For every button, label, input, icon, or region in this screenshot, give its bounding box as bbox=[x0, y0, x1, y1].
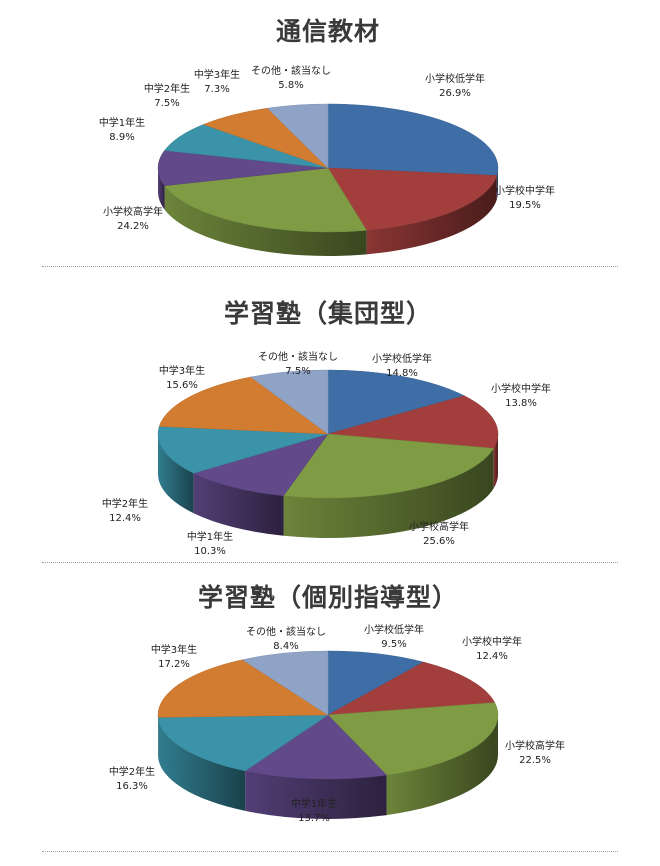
slice-value-lower-elementary: 14.8% bbox=[386, 368, 418, 379]
slice-value-jh-grade1: 13.7% bbox=[298, 813, 330, 824]
slice-label-lower-elementary: 小学校低学年 bbox=[425, 72, 485, 85]
chart-panel-1: 通信教材 小学校低学年 26.9% 小学校中学年 19.5% 小学校高学年 24.2% 中学… bbox=[0, 0, 660, 265]
pie-slice-upper-elementary bbox=[164, 167, 368, 233]
pie-slice-jh-grade3 bbox=[158, 376, 329, 435]
pie-side-upper-elementary bbox=[164, 185, 367, 256]
pie-sides bbox=[158, 715, 498, 819]
pie-slice-jh-grade2 bbox=[157, 714, 329, 772]
slice-label-middle-elementary: 小学校中学年 bbox=[495, 184, 555, 197]
pie-slice-middle-elementary bbox=[327, 661, 496, 716]
slice-value-other: 5.8% bbox=[278, 80, 303, 91]
pie-side-upper-elementary bbox=[283, 448, 494, 538]
slice-value-jh-grade3: 17.2% bbox=[158, 659, 190, 670]
slice-label-other: その他・該当なし bbox=[246, 625, 326, 638]
pie-side-jh-grade2 bbox=[158, 717, 246, 811]
pie-sides bbox=[158, 434, 498, 538]
chart-title: 学習塾（個別指導型） bbox=[198, 583, 458, 612]
slice-value-jh-grade3: 15.6% bbox=[166, 380, 198, 391]
slice-value-upper-elementary: 24.2% bbox=[117, 221, 149, 232]
pie-side-jh-grade1 bbox=[158, 168, 165, 210]
pie-side-upper-elementary bbox=[386, 715, 498, 816]
pie-slice-other bbox=[266, 103, 329, 169]
pie-slice-jh-grade1 bbox=[244, 714, 388, 780]
pie-slice-lower-elementary bbox=[327, 650, 425, 716]
divider bbox=[42, 851, 618, 852]
pie-side-middle-elementary bbox=[366, 175, 497, 255]
slice-label-jh-grade3: 中学3年生 bbox=[159, 364, 205, 377]
slice-label-other: その他・該当なし bbox=[251, 64, 331, 77]
pie-slice-lower-elementary bbox=[327, 103, 499, 176]
pie-slice-jh-grade3 bbox=[157, 659, 329, 718]
slice-value-other: 8.4% bbox=[273, 641, 298, 652]
slice-value-middle-elementary: 12.4% bbox=[476, 651, 508, 662]
pie-slice-middle-elementary bbox=[327, 395, 499, 449]
slice-label-jh-grade2: 中学2年生 bbox=[102, 497, 148, 510]
pie-side-jh-grade1 bbox=[245, 770, 387, 819]
slice-value-upper-elementary: 22.5% bbox=[519, 755, 551, 766]
slice-label-jh-grade3: 中学3年生 bbox=[151, 643, 197, 656]
slice-value-jh-grade1: 10.3% bbox=[194, 546, 226, 557]
slice-value-jh-grade1: 8.9% bbox=[109, 132, 134, 143]
chart-title: 学習塾（集団型） bbox=[224, 299, 432, 328]
slice-value-other: 7.5% bbox=[285, 366, 310, 377]
slice-value-lower-elementary: 26.9% bbox=[439, 88, 471, 99]
pie-chart-3: 学習塾（個別指導型） 小学校低学年 9.5% 小学校中学年 12.4% 小学校高学年 22… bbox=[109, 583, 565, 824]
slice-label-upper-elementary: 小学校高学年 bbox=[409, 520, 469, 533]
slice-label-lower-elementary: 小学校低学年 bbox=[372, 352, 432, 365]
slice-label-jh-grade3: 中学3年生 bbox=[194, 68, 240, 81]
pie-top bbox=[157, 650, 499, 780]
pie-slice-upper-elementary bbox=[327, 702, 499, 776]
slice-label-jh-grade1: 中学1年生 bbox=[187, 530, 233, 543]
pie-side-jh-grade2 bbox=[158, 434, 194, 514]
pie-chart-1: 通信教材 小学校低学年 26.9% 小学校中学年 19.5% 小学校高学年 24.2% 中学… bbox=[99, 17, 555, 256]
slice-label-jh-grade2: 中学2年生 bbox=[144, 82, 190, 95]
slice-label-jh-grade1: 中学1年生 bbox=[99, 116, 145, 129]
pie-slice-middle-elementary bbox=[327, 167, 498, 231]
chart-panel-3: 学習塾（個別指導型） 小学校低学年 9.5% 小学校中学年 12.4% 小学校高学年 22… bbox=[0, 573, 660, 855]
slice-label-jh-grade2: 中学2年生 bbox=[109, 765, 155, 778]
pie-slice-upper-elementary bbox=[283, 433, 495, 499]
slice-value-jh-grade3: 7.3% bbox=[204, 84, 229, 95]
slice-value-jh-grade2: 16.3% bbox=[116, 781, 148, 792]
slice-value-jh-grade2: 7.5% bbox=[154, 98, 179, 109]
slice-value-jh-grade2: 12.4% bbox=[109, 513, 141, 524]
pie-slice-jh-grade1 bbox=[157, 150, 329, 187]
pie-chart-2: 学習塾（集団型） 小学校低学年 14.8% 小学校中学年 13.8% 小学校高学年 25.… bbox=[102, 299, 551, 557]
pie-top bbox=[157, 103, 499, 233]
slice-label-jh-grade1: 中学1年生 bbox=[291, 797, 337, 810]
slice-label-lower-elementary: 小学校低学年 bbox=[364, 623, 424, 636]
slice-label-upper-elementary: 小学校高学年 bbox=[103, 205, 163, 218]
pie-side-jh-grade1 bbox=[193, 473, 284, 536]
slice-value-middle-elementary: 13.8% bbox=[505, 398, 537, 409]
pie-slice-jh-grade2 bbox=[157, 426, 329, 474]
chart-title: 通信教材 bbox=[276, 17, 380, 46]
slice-label-middle-elementary: 小学校中学年 bbox=[491, 382, 551, 395]
pie-slice-other bbox=[241, 650, 329, 716]
slice-label-other: その他・該当なし bbox=[258, 350, 338, 363]
pie-slice-other bbox=[250, 369, 329, 435]
pie-sides bbox=[158, 168, 499, 256]
chart-panel-2: 学習塾（集団型） 小学校低学年 14.8% 小学校中学年 13.8% 小学校高学年 25.… bbox=[0, 282, 660, 562]
slice-label-middle-elementary: 小学校中学年 bbox=[462, 635, 522, 648]
slice-label-upper-elementary: 小学校高学年 bbox=[505, 739, 565, 752]
divider bbox=[42, 266, 618, 267]
slice-value-middle-elementary: 19.5% bbox=[509, 200, 541, 211]
slice-value-lower-elementary: 9.5% bbox=[381, 639, 406, 650]
pie-side-middle-elementary bbox=[493, 434, 498, 489]
pie-slice-jh-grade1 bbox=[192, 433, 329, 497]
pie-top bbox=[157, 369, 499, 499]
pie-side-lower-elementary bbox=[496, 168, 499, 200]
pie-slice-lower-elementary bbox=[327, 369, 465, 435]
divider bbox=[42, 562, 618, 563]
slice-value-upper-elementary: 25.6% bbox=[423, 536, 455, 547]
